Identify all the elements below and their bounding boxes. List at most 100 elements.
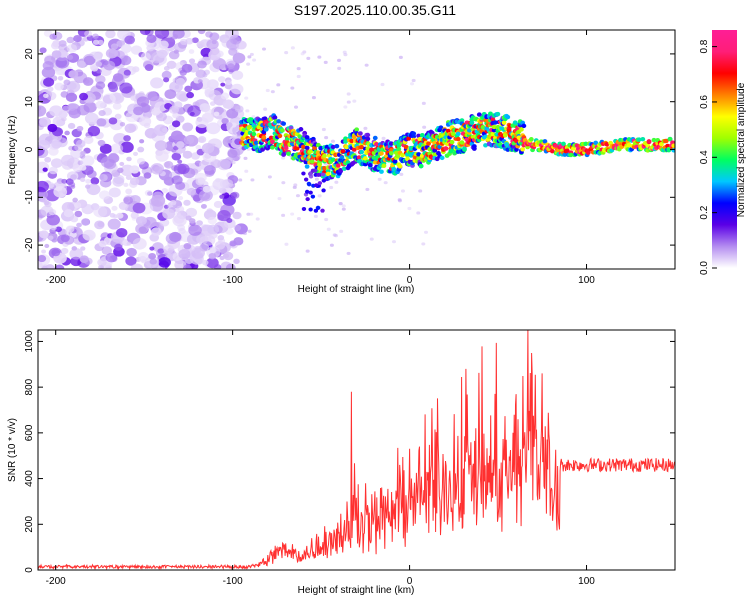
noise-blob	[346, 251, 351, 256]
noise-blob	[262, 47, 267, 51]
noise-blob	[70, 215, 79, 223]
noise-blob	[61, 178, 68, 184]
signal-blob	[253, 140, 259, 145]
noise-blob	[48, 235, 54, 241]
noise-blob	[306, 56, 311, 60]
snr-background	[38, 330, 675, 570]
noise-blob	[95, 81, 106, 90]
y-tick-label: 800	[24, 378, 35, 395]
noise-blob	[267, 175, 272, 179]
signal-blob	[403, 144, 409, 150]
noise-blob	[79, 255, 89, 264]
noise-blob	[188, 49, 195, 54]
signal-blob	[339, 155, 345, 160]
signal-blob	[658, 141, 664, 147]
signal-blob	[476, 112, 482, 117]
signal-blob	[321, 188, 326, 193]
noise-blob	[343, 105, 348, 109]
signal-blob	[321, 178, 327, 183]
noise-blob	[424, 230, 429, 234]
signal-blob	[365, 132, 371, 138]
noise-blob	[195, 177, 206, 186]
signal-blob	[318, 145, 324, 151]
noise-blob	[72, 164, 82, 173]
noise-blob	[92, 33, 99, 39]
noise-blob	[191, 247, 205, 259]
noise-blob	[110, 43, 119, 50]
noise-blob	[294, 105, 299, 109]
noise-blob	[238, 178, 243, 182]
noise-blob	[149, 246, 155, 251]
signal-blob	[416, 133, 422, 139]
signal-blob	[288, 125, 294, 131]
noise-blob	[182, 122, 194, 132]
noise-blob	[213, 200, 223, 209]
noise-blob	[76, 125, 84, 132]
noise-blob	[113, 132, 127, 145]
noise-blob	[47, 86, 54, 92]
signal-blob	[411, 131, 417, 136]
noise-blob	[129, 177, 140, 186]
signal-blob	[297, 134, 303, 139]
noise-blob	[58, 43, 68, 52]
noise-blob	[82, 229, 96, 241]
noise-blob	[151, 107, 161, 116]
noise-blob	[183, 264, 192, 269]
spectrogram-y-axis-label: Frequency (Hz)	[7, 116, 18, 185]
noise-blob	[197, 79, 203, 84]
noise-blob	[226, 122, 233, 128]
signal-blob	[416, 152, 422, 157]
noise-blob	[324, 136, 329, 140]
noise-blob	[352, 99, 357, 103]
noise-blob	[44, 55, 56, 66]
noise-blob	[243, 156, 248, 161]
signal-blob	[286, 151, 291, 156]
signal-blob	[528, 137, 534, 142]
noise-blob	[334, 180, 339, 184]
noise-blob	[52, 39, 62, 48]
noise-blob	[207, 216, 217, 225]
noise-blob	[126, 247, 137, 257]
noise-blob	[119, 122, 126, 127]
signal-blob	[241, 127, 247, 133]
noise-blob	[63, 209, 74, 218]
signal-blob	[279, 128, 285, 133]
spectrogram-cells	[38, 30, 675, 269]
signal-blob	[419, 133, 425, 138]
noise-blob	[54, 82, 64, 91]
noise-blob	[125, 256, 137, 266]
signal-blob	[277, 133, 283, 139]
y-tick-label: 0	[24, 146, 35, 152]
noise-blob	[46, 214, 60, 226]
signal-blob	[459, 118, 465, 123]
noise-blob	[47, 123, 58, 133]
noise-blob	[184, 85, 193, 93]
signal-blob	[247, 124, 253, 129]
noise-blob	[377, 177, 382, 181]
signal-blob	[310, 168, 316, 173]
noise-blob	[105, 48, 119, 59]
noise-blob	[98, 110, 106, 117]
noise-blob	[199, 103, 211, 113]
noise-blob	[144, 64, 154, 72]
signal-blob	[379, 169, 384, 174]
noise-blob	[341, 204, 346, 208]
noise-blob	[68, 70, 79, 79]
noise-blob	[123, 135, 131, 142]
noise-blob	[140, 52, 151, 61]
signal-blob	[583, 141, 589, 147]
noise-blob	[74, 143, 83, 152]
signal-blob	[626, 142, 632, 148]
noise-blob	[232, 52, 246, 64]
signal-blob	[553, 143, 559, 149]
colorbar-tick-label: 0.6	[699, 95, 710, 109]
noise-blob	[144, 189, 153, 197]
noise-blob	[139, 30, 151, 36]
signal-blob	[372, 135, 378, 141]
noise-blob	[321, 127, 326, 132]
noise-blob	[55, 226, 62, 233]
signal-blob	[304, 189, 310, 194]
signal-blob	[449, 139, 455, 145]
